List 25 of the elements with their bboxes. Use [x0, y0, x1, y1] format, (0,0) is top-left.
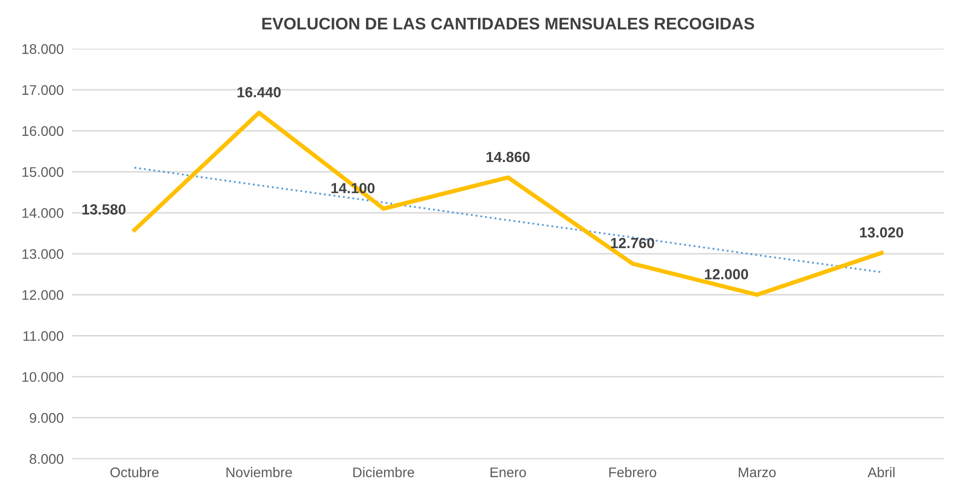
- y-tick-label: 18.000: [22, 44, 64, 54]
- y-tick-label: 10.000: [22, 372, 64, 382]
- data-label: 13.020: [860, 227, 904, 238]
- x-tick-label: Febrero: [609, 467, 656, 478]
- y-tick-label: 16.000: [22, 126, 64, 136]
- chart-title: EVOLUCION DE LAS CANTIDADES MENSUALES RECOGIDAS: [262, 18, 754, 30]
- data-label: 13.580: [82, 204, 126, 215]
- data-label: 12.000: [704, 269, 748, 280]
- x-tick-label: Enero: [490, 468, 526, 478]
- x-tick-label: Octubre: [110, 467, 159, 478]
- y-tick-label: 17.000: [22, 85, 64, 95]
- x-tick-label: Diciembre: [353, 467, 414, 478]
- x-tick-label: Abril: [868, 467, 894, 478]
- y-tick-label: 13.000: [22, 249, 64, 259]
- y-tick-label: 8.000: [30, 454, 64, 464]
- data-label: 14.860: [486, 152, 530, 162]
- y-tick-label: 12.000: [22, 290, 64, 300]
- data-label: 12.760: [611, 238, 654, 248]
- x-tick-label: Noviembre: [226, 467, 292, 478]
- y-tick-label: 15.000: [22, 167, 64, 177]
- y-tick-label: 14.000: [22, 208, 64, 218]
- y-tick-label: 11.000: [24, 331, 64, 341]
- data-label: 16.440: [238, 87, 281, 98]
- x-tick-label: Marzo: [738, 468, 776, 478]
- y-tick-label: 9.000: [30, 413, 64, 423]
